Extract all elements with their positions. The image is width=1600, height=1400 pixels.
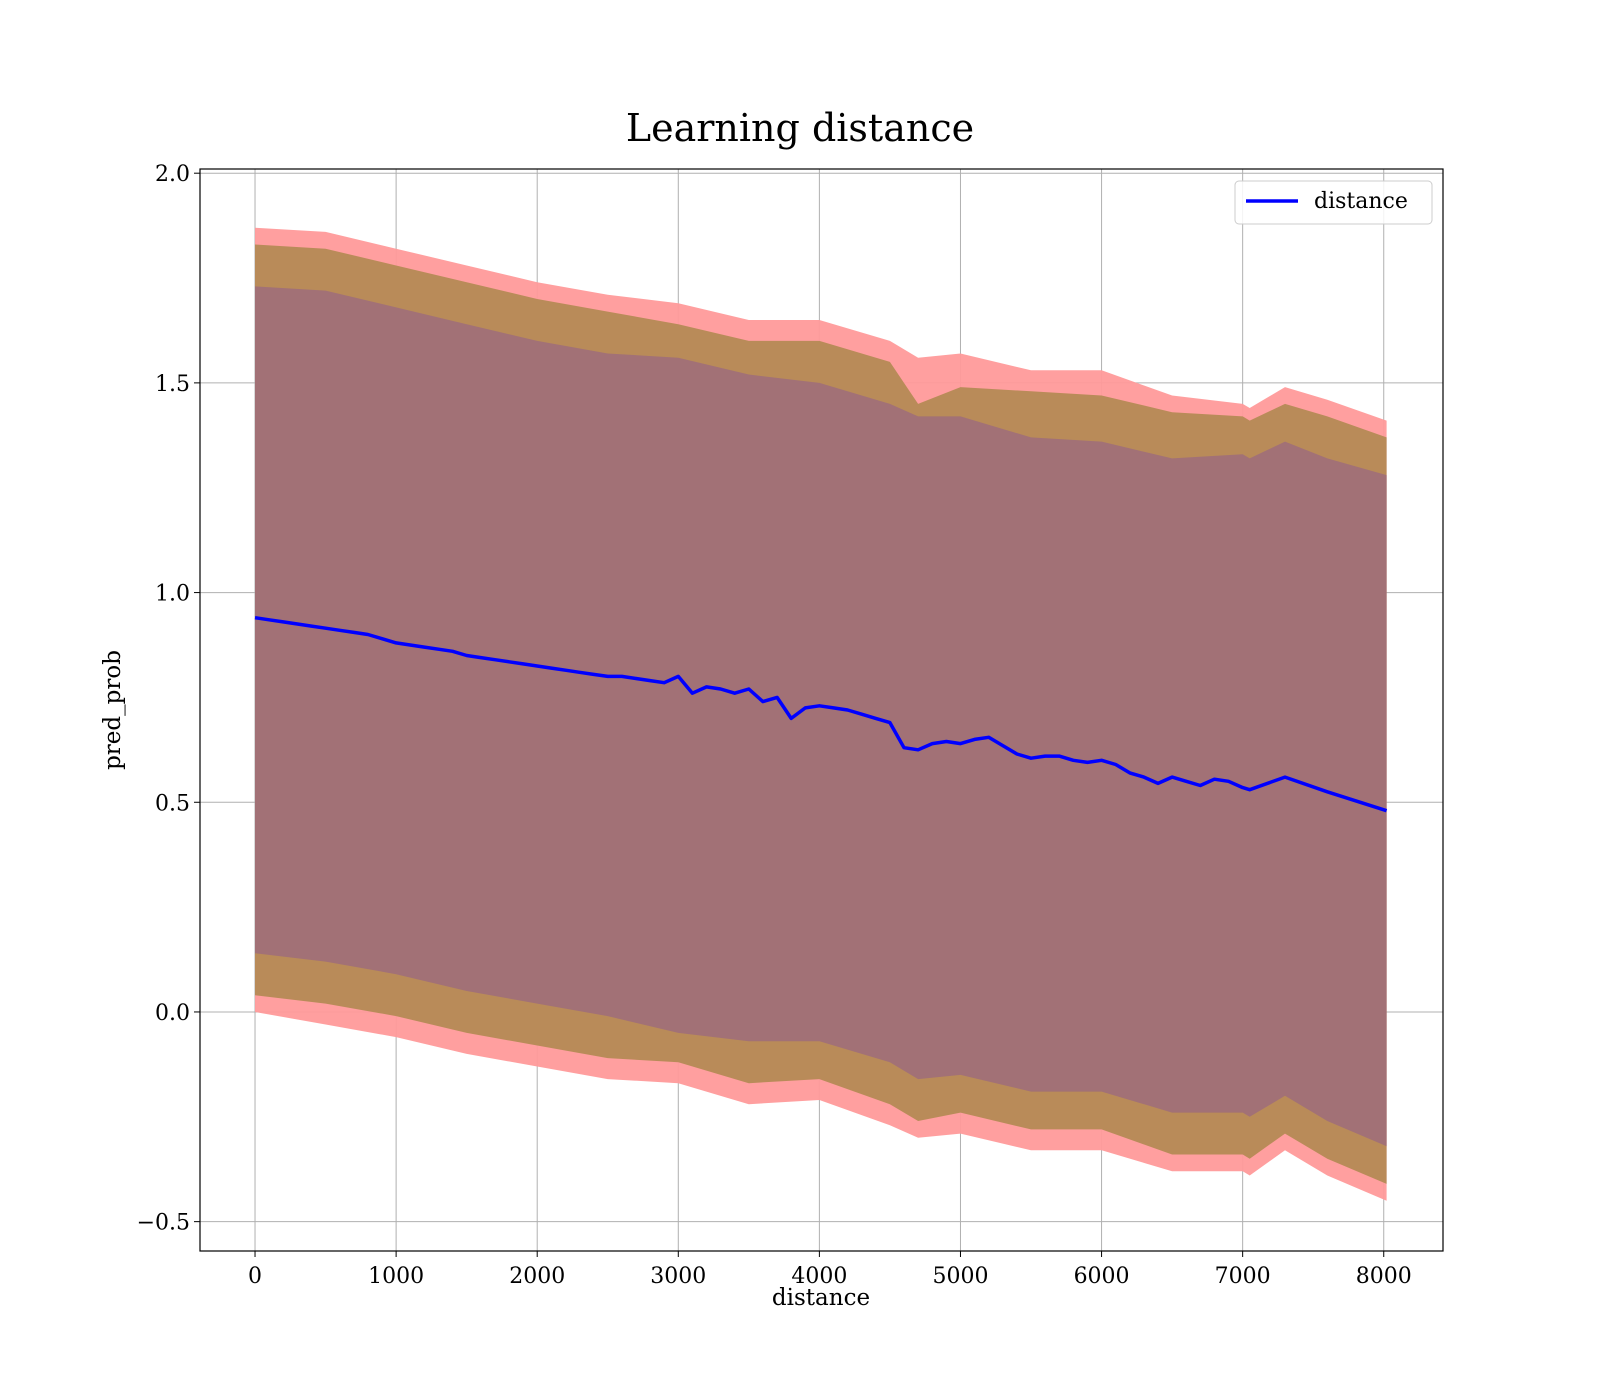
x-tick-label: 7000 <box>1215 1264 1271 1289</box>
series-lines <box>254 615 1388 813</box>
y-tick-label: 1.5 <box>155 372 190 397</box>
chart-title: Learning distance <box>626 106 974 150</box>
y-tick-label: 0.5 <box>155 791 190 816</box>
x-tick-label: 0 <box>248 1264 262 1289</box>
plot-frame <box>199 168 1444 1252</box>
legend: distance <box>1234 180 1433 225</box>
y-tick-label: 0.0 <box>155 1001 190 1026</box>
y-tick-label: 1.0 <box>155 582 190 607</box>
legend-label: distance <box>1314 189 1408 214</box>
x-tick-label: 2000 <box>509 1264 565 1289</box>
x-tick-label: 3000 <box>650 1264 706 1289</box>
inner-band <box>255 286 1387 1147</box>
legend-box <box>1234 180 1433 225</box>
x-axis-label: distance <box>772 1285 870 1311</box>
y-axis-label: pred_prob <box>100 650 126 770</box>
x-tick-label: 1000 <box>368 1264 424 1289</box>
x-tick-label: 5000 <box>932 1264 988 1289</box>
x-tick-label: 4000 <box>791 1264 847 1289</box>
confidence-bands <box>255 227 1387 1201</box>
y-tick-label: 2.0 <box>155 162 190 187</box>
x-tick-label: 6000 <box>1074 1264 1130 1289</box>
x-tick-label: 8000 <box>1356 1264 1412 1289</box>
x-axis-ticks: 0 1000 2000 3000 4000 5000 6000 7000 8000 <box>248 1251 1412 1289</box>
y-tick-label: −0.5 <box>137 1211 190 1236</box>
y-axis-ticks: −0.5 0.0 0.5 1.0 1.5 2.0 <box>137 162 200 1236</box>
series-line-distance <box>254 615 1388 813</box>
